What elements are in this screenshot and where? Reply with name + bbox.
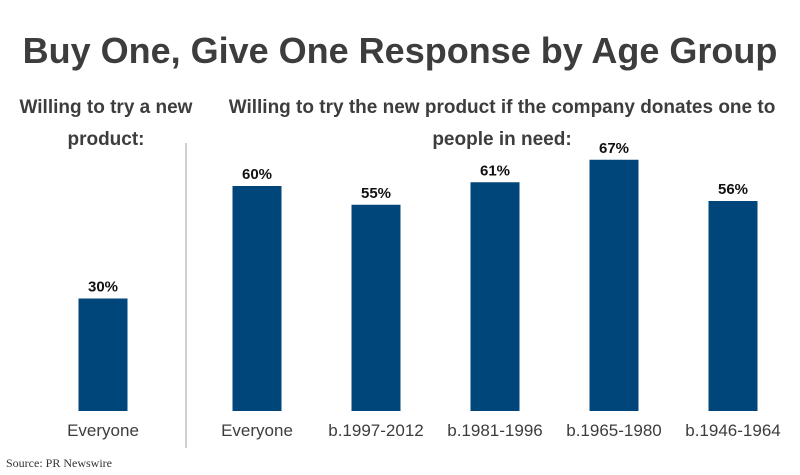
bar-1-0 bbox=[232, 186, 282, 411]
bar-0-0 bbox=[78, 298, 128, 411]
category-label-1-2: b.1981-1996 bbox=[447, 421, 542, 440]
data-label-1-4: 56% bbox=[718, 181, 748, 198]
bar-1-3 bbox=[589, 159, 639, 411]
bar-1-4 bbox=[708, 201, 758, 411]
source-note: Source: PR Newswire bbox=[6, 456, 112, 470]
data-label-0-0: 30% bbox=[88, 279, 118, 296]
bar-1-1 bbox=[351, 204, 401, 411]
data-label-1-3: 67% bbox=[599, 140, 629, 157]
category-label-1-1: b.1997-2012 bbox=[328, 421, 423, 440]
bar-1-2 bbox=[470, 182, 520, 411]
data-label-1-1: 55% bbox=[361, 185, 391, 202]
left-panel-subtitle: Willing to try a new product: bbox=[19, 97, 193, 150]
category-label-1-3: b.1965-1980 bbox=[566, 421, 661, 440]
chart-title: Buy One, Give One Response by Age Group bbox=[22, 30, 778, 71]
data-label-1-0: 60% bbox=[242, 166, 272, 183]
data-label-1-2: 61% bbox=[480, 162, 510, 179]
category-label-0-0: Everyone bbox=[67, 421, 139, 440]
category-label-1-0: Everyone bbox=[221, 421, 293, 440]
right-panel-subtitle: Willing to try the new product if the co… bbox=[228, 97, 776, 150]
category-label-1-4: b.1946-1964 bbox=[685, 421, 780, 440]
